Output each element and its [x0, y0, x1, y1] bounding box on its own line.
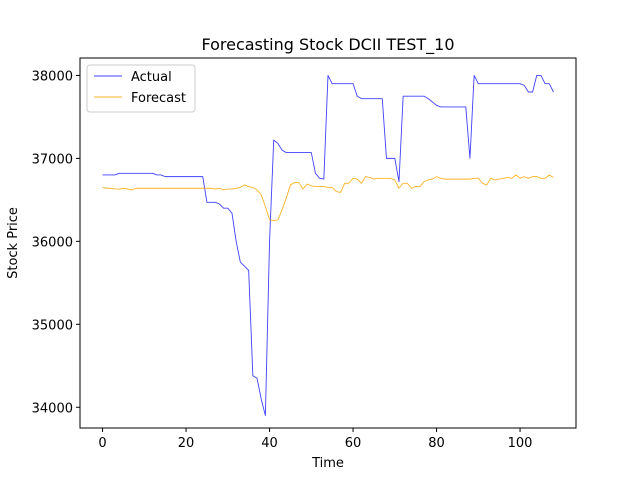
legend-label-actual: Actual [131, 70, 172, 85]
y-tick-label: 35000 [32, 318, 73, 333]
axes: 0 20 40 60 80 100 34000 35000 36000 37000 38000 [32, 69, 533, 451]
x-tick-label: 60 [345, 436, 362, 451]
y-tick-label: 36000 [32, 235, 73, 250]
plot-frame [79, 57, 577, 429]
y-tick-label: 34000 [32, 401, 73, 416]
x-axis-label: Time [311, 456, 344, 471]
chart-title: Forecasting Stock DCII TEST_10 [201, 35, 454, 55]
y-axis-label: Stock Price [6, 207, 21, 279]
y-tick-label: 38000 [32, 69, 73, 84]
legend-box [86, 64, 196, 113]
legend: Actual Forecast [86, 64, 196, 113]
series-line-actual [102, 74, 554, 417]
x-tick-label: 100 [508, 436, 533, 451]
y-tick-label: 37000 [32, 152, 73, 167]
x-tick-label: 0 [98, 436, 106, 451]
x-tick-label: 20 [178, 436, 195, 451]
x-tick-label: 40 [261, 436, 278, 451]
plot-area [80, 58, 576, 428]
series-layer [102, 74, 554, 417]
legend-label-forecast: Forecast [131, 91, 186, 106]
series-line-forecast [102, 174, 554, 222]
x-tick-label: 80 [428, 436, 445, 451]
